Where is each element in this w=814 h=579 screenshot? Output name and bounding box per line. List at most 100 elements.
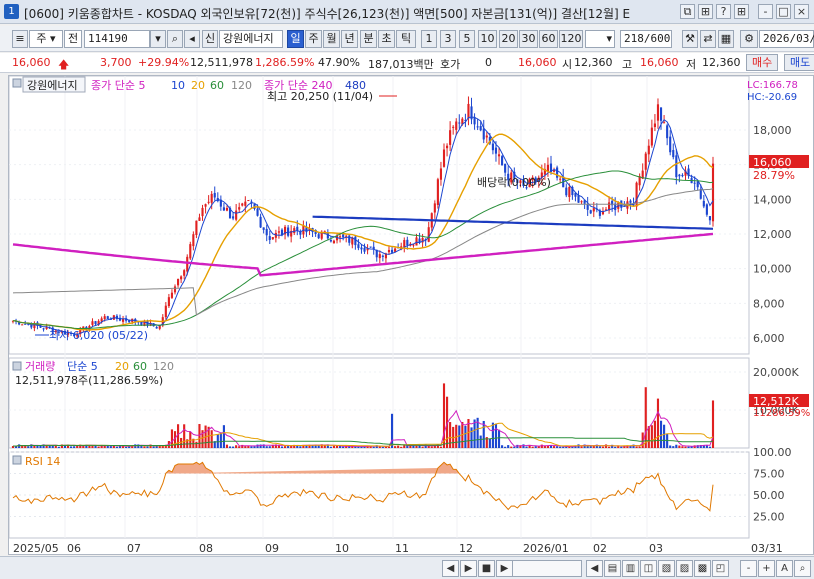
- volume-bar: [137, 444, 140, 448]
- tool-icon-b[interactable]: ▥: [622, 560, 639, 577]
- volume-bar: [170, 429, 174, 448]
- interval-5[interactable]: 5: [459, 30, 475, 48]
- candle-body: [507, 173, 510, 181]
- sell-button[interactable]: 매도: [784, 54, 814, 71]
- tool-icon-g[interactable]: ◰: [712, 560, 729, 577]
- volume-bar: [323, 444, 326, 448]
- candle-body: [669, 136, 672, 153]
- speaker-icon[interactable]: ◂: [184, 30, 200, 48]
- period-second[interactable]: 초: [378, 30, 395, 48]
- candle-body: [79, 328, 82, 335]
- interval-60[interactable]: 60: [539, 30, 558, 48]
- help-button[interactable]: ?: [716, 4, 731, 19]
- grid-icon[interactable]: ▦: [718, 30, 734, 48]
- minimize-button[interactable]: -: [758, 4, 773, 19]
- interval-10[interactable]: 10: [478, 30, 497, 48]
- search-icon[interactable]: ⌕: [167, 30, 183, 48]
- buy-button[interactable]: 매수: [746, 54, 779, 71]
- tool-icon-f[interactable]: ▩: [694, 560, 711, 577]
- volume-bar: [91, 446, 94, 448]
- ma-legend-480: 480: [345, 79, 366, 92]
- prev-button[interactable]: 전: [64, 30, 82, 48]
- volume-bar: [488, 438, 491, 448]
- zoom-out-button[interactable]: -: [740, 560, 757, 577]
- zoom-in-button[interactable]: +: [758, 560, 775, 577]
- candle-body: [568, 187, 571, 198]
- indicator-icon[interactable]: ⚒: [682, 30, 698, 48]
- tool-icon-a[interactable]: ▤: [604, 560, 621, 577]
- volume-bar: [128, 445, 131, 448]
- close-button[interactable]: ×: [794, 4, 809, 19]
- volume-bar: [277, 445, 281, 448]
- candle-body: [678, 174, 681, 177]
- ma120-line: [12, 188, 714, 316]
- tool-icon-e[interactable]: ▨: [676, 560, 693, 577]
- price-axis-tick: 12,000: [753, 228, 792, 241]
- volume-bar: [262, 444, 265, 448]
- tool-icon-d[interactable]: ▧: [658, 560, 675, 577]
- interval-120[interactable]: 120: [559, 30, 583, 48]
- rsi-axis-tick: 50.00: [753, 489, 785, 502]
- zoom-prev-button[interactable]: ◀: [586, 560, 603, 577]
- stock-code-input[interactable]: 114190: [84, 30, 150, 48]
- legend-collapse-icon[interactable]: [12, 78, 22, 88]
- interval-30[interactable]: 30: [519, 30, 538, 48]
- candle-body: [366, 248, 369, 251]
- window-option-button[interactable]: ⊞: [734, 4, 749, 19]
- tool-icon-c[interactable]: ◫: [640, 560, 657, 577]
- stock-chart-canvas[interactable]: 18,00016,00014,00012,00010,0008,0006,000…: [8, 75, 814, 556]
- candle-body: [354, 236, 357, 246]
- rsi-collapse-icon[interactable]: [12, 455, 22, 465]
- high-price: 16,060: [640, 56, 679, 69]
- search-icon[interactable]: ⌕: [794, 560, 811, 577]
- volume-bar: [164, 444, 167, 448]
- chart-area[interactable]: 18,00016,00014,00012,00010,0008,0006,000…: [8, 75, 814, 555]
- menu-icon[interactable]: ≡: [12, 30, 28, 48]
- axis-type-button[interactable]: A: [776, 560, 793, 577]
- interval-3[interactable]: 3: [440, 30, 456, 48]
- date-input[interactable]: 2026/03/3: [759, 30, 814, 48]
- pin-button[interactable]: ⊞: [698, 4, 713, 19]
- volume-bar: [210, 430, 213, 448]
- interval-custom-input[interactable]: ▾: [585, 30, 615, 48]
- x-axis-tick: 10: [335, 542, 349, 555]
- period-week[interactable]: 주: [305, 30, 322, 48]
- volume-bar: [158, 445, 161, 448]
- period-day[interactable]: 일: [287, 30, 304, 48]
- period-month[interactable]: 월: [323, 30, 340, 48]
- dock-button[interactable]: ⧉: [680, 4, 695, 19]
- x-axis-tick: 02: [593, 542, 607, 555]
- volume-bar: [467, 419, 470, 448]
- volume-bar: [70, 446, 73, 448]
- market-select[interactable]: 주 ▾: [29, 30, 63, 48]
- volume-bar: [589, 445, 592, 448]
- candle-body: [140, 322, 143, 326]
- code-dropdown-button[interactable]: ▾: [150, 30, 166, 48]
- maximize-button[interactable]: □: [776, 4, 791, 19]
- volume-bar: [696, 445, 699, 448]
- turnover: 47.90%: [318, 56, 360, 69]
- period-tick[interactable]: 틱: [396, 30, 416, 48]
- candle-body: [155, 327, 158, 329]
- hc-label: HC:-20.69: [747, 92, 797, 103]
- chart-toolbar: ≡ 주 ▾ 전 114190 ▾ ⌕ ◂ 신 강원에너지 일 주 월 년 분 초…: [0, 26, 814, 52]
- interval-20[interactable]: 20: [499, 30, 518, 48]
- chart-scrollbar[interactable]: [512, 560, 582, 577]
- scroll-left-button[interactable]: ◀: [442, 560, 459, 577]
- volume-bar: [311, 445, 314, 448]
- period-year[interactable]: 년: [341, 30, 358, 48]
- candle-body: [510, 172, 513, 183]
- compare-icon[interactable]: ⇄: [700, 30, 716, 48]
- play-button[interactable]: ▶: [496, 560, 513, 577]
- period-minute[interactable]: 분: [360, 30, 377, 48]
- volume-bar: [24, 445, 27, 448]
- volume-bar: [641, 432, 644, 448]
- candle-body: [699, 188, 702, 199]
- current-price: 16,060: [12, 56, 51, 69]
- page-count[interactable]: 218/600: [620, 30, 672, 48]
- scroll-right-button[interactable]: ▶: [460, 560, 477, 577]
- stop-button[interactable]: ■: [478, 560, 495, 577]
- volume-collapse-icon[interactable]: [12, 361, 22, 371]
- settings-gear-icon[interactable]: ⚙: [740, 30, 758, 48]
- interval-1[interactable]: 1: [421, 30, 437, 48]
